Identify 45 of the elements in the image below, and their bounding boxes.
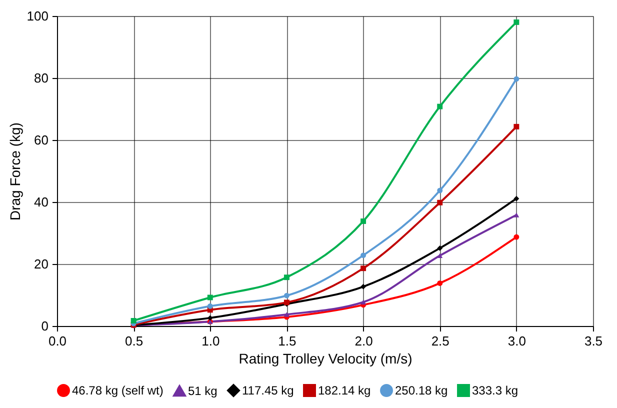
point (207, 294, 213, 300)
point (207, 303, 213, 309)
y-tick-label: 60 (34, 132, 48, 148)
point (284, 274, 290, 280)
point (284, 292, 290, 298)
x-tick-label: 3.5 (584, 334, 603, 348)
point (437, 200, 443, 206)
point (437, 280, 443, 286)
y-tick-label: 100 (26, 8, 48, 24)
legend-label: 117.45 kg (242, 384, 294, 398)
x-tick-label: 2.0 (354, 334, 373, 348)
point (284, 312, 290, 317)
point (514, 76, 520, 82)
legend-label: 182.14 kg (318, 384, 371, 398)
point (514, 124, 520, 130)
y-tick-label: 0 (41, 318, 48, 334)
x-tick-label: 1.5 (278, 334, 296, 348)
legend-label: 46.78 kg (self wt) (72, 384, 164, 398)
point (514, 234, 520, 240)
point (360, 300, 366, 304)
point (514, 212, 520, 218)
y-axis-title: Drag Force (kg) (6, 122, 23, 221)
point (514, 196, 520, 202)
point (437, 253, 443, 258)
legend-label: 250.18 kg (395, 384, 448, 398)
point (360, 252, 366, 258)
legend-label: 51 kg (188, 384, 218, 398)
point (437, 104, 443, 110)
x-tick-label: 3.0 (508, 334, 526, 348)
x-tick-label: 0.5 (125, 334, 144, 348)
point (360, 266, 366, 272)
point (437, 245, 443, 251)
legend-label: 333.3 kg (472, 384, 518, 398)
x-tick-label: 2.5 (431, 334, 450, 348)
x-tick-label: 0.0 (48, 334, 67, 348)
y-tick-label: 40 (34, 194, 48, 210)
y-tick-label: 20 (34, 256, 48, 272)
point (514, 19, 520, 25)
point (360, 284, 366, 290)
point (360, 218, 366, 224)
point (130, 318, 136, 324)
point (437, 188, 443, 194)
y-tick-label: 80 (34, 70, 48, 86)
x-tick-label: 1.0 (202, 334, 220, 348)
x-axis-title: Rating Trolley Velocity (m/s) (238, 350, 412, 366)
